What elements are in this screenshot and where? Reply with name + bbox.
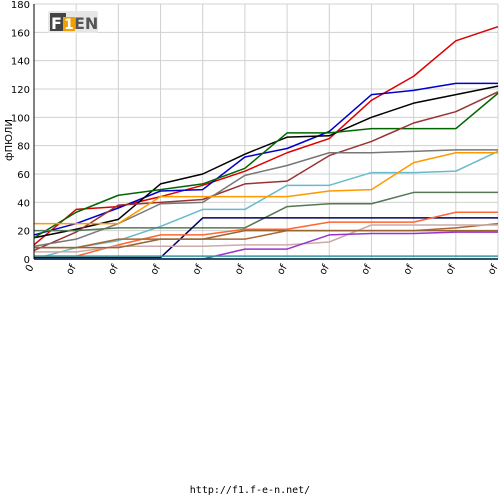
y-tick-label: 100 — [11, 113, 30, 124]
y-tick-label: 20 — [17, 227, 30, 238]
series-line-5 — [33, 149, 498, 247]
footer-url[interactable]: http://f1.f-e-n.net/ — [189, 485, 311, 496]
x-axis-ticks: 0 of of of of of of of of of of of — [24, 263, 500, 277]
x-tick-label: of — [360, 263, 375, 277]
y-tick-label: 80 — [17, 142, 30, 153]
chart-grid — [33, 3, 499, 260]
x-tick-label: 0 — [24, 263, 37, 274]
x-tick-label: of — [107, 263, 122, 277]
y-tick-label: 160 — [11, 28, 30, 39]
x-tick-label: of — [402, 263, 417, 277]
y-tick-label: 180 — [11, 0, 30, 11]
y-axis-ticks: 0 20 40 60 80 100 120 140 160 180 — [11, 0, 30, 266]
series-line-2 — [33, 85, 499, 239]
series-line-3 — [33, 92, 499, 239]
y-tick-label: 60 — [17, 170, 30, 181]
series-line-1 — [33, 82, 498, 236]
x-tick-label: of — [64, 263, 79, 277]
svg-text:1: 1 — [64, 17, 74, 33]
series-line-13 — [34, 229, 498, 249]
x-tick-label: of — [486, 263, 500, 277]
svg-text:EN: EN — [74, 14, 98, 33]
x-tick-label: of — [318, 263, 333, 277]
y-tick-label: 120 — [11, 85, 30, 96]
series-line-11 — [34, 222, 499, 249]
f1en-logo: F 1 EN — [48, 9, 98, 35]
series-line-7 — [34, 152, 498, 225]
x-tick-label: of — [149, 263, 164, 277]
x-tick-label: of — [444, 263, 459, 277]
series-line-9 — [34, 217, 498, 259]
y-tick-label: 140 — [11, 57, 30, 68]
x-tick-label: of — [233, 263, 248, 277]
chart-axes — [33, 4, 498, 260]
y-axis-label: фПЮЛИ — [4, 119, 15, 161]
series-line-0 — [33, 25, 499, 246]
x-tick-label: of — [191, 263, 206, 277]
svg-text:F: F — [51, 14, 62, 33]
y-tick-label: 40 — [17, 198, 30, 209]
y-tick-label: 0 — [24, 255, 30, 266]
series-line-4 — [33, 91, 499, 252]
series-lines — [33, 25, 499, 260]
x-tick-label: of — [275, 263, 290, 277]
